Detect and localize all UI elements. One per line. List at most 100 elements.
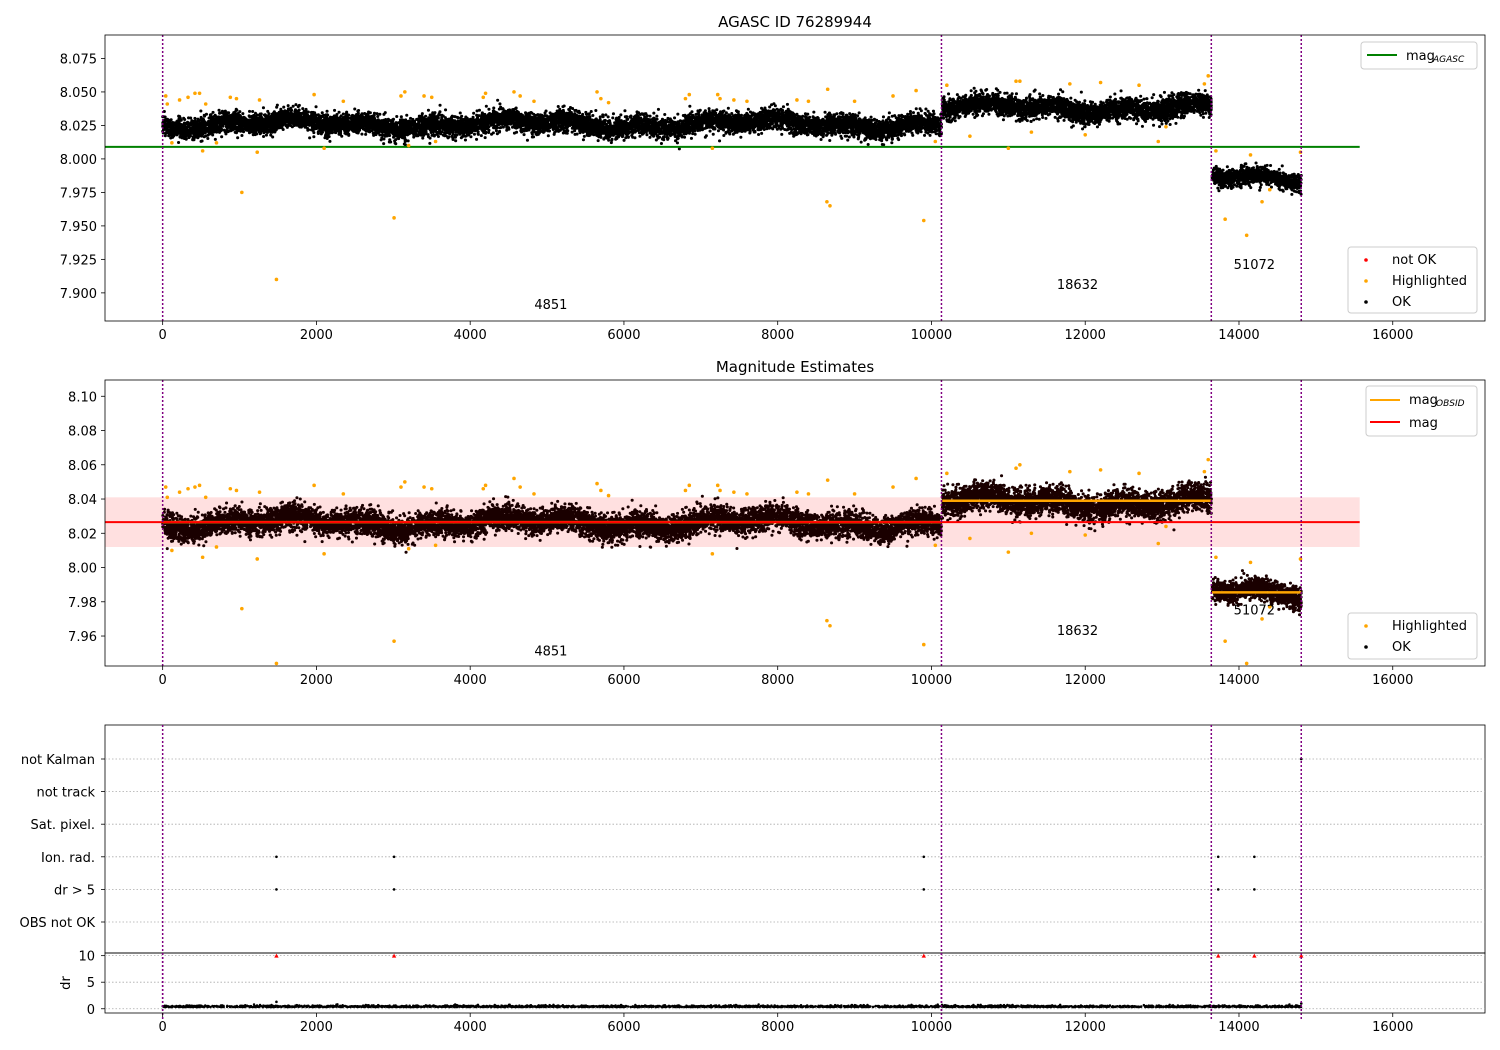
y-tick-label: 7.950	[60, 220, 97, 235]
ok-points-segment	[161, 98, 943, 151]
flag-row-label: OBS not OK	[20, 916, 96, 931]
highlighted-point	[403, 90, 407, 94]
y-tick-label: 8.00	[68, 562, 97, 577]
highlighted-point	[429, 486, 434, 491]
x-tick-label: 2000	[300, 328, 333, 343]
highlighted-point	[1214, 555, 1218, 560]
highlighted-point	[1006, 550, 1011, 554]
dr-clipped-marker	[921, 953, 926, 958]
x-tick-label: 14000	[1218, 1020, 1259, 1035]
highlighted-point	[921, 218, 926, 223]
flag-marker	[1216, 855, 1220, 859]
highlighted-point	[257, 98, 262, 102]
dr-clipped-marker	[1299, 953, 1304, 958]
flag-row-label: Sat. pixel.	[31, 818, 95, 833]
chart2-legend-lower: Highlighted OK	[1347, 612, 1478, 660]
highlighted-point	[1018, 462, 1022, 467]
highlighted-point	[732, 490, 736, 494]
highlighted-point	[732, 98, 736, 102]
chart2-legend-upper: mag OBSID mag	[1365, 385, 1478, 437]
x-tick-label: 2000	[300, 1020, 333, 1035]
flag-marker	[1253, 855, 1256, 859]
y-tick-label: 7.975	[60, 186, 97, 201]
highlighted-point	[234, 488, 239, 493]
highlighted-point	[595, 481, 599, 486]
x-tick-label: 4000	[454, 328, 487, 343]
dr-axes-frame	[104, 952, 1486, 1014]
highlighted-point	[163, 485, 168, 489]
flag-row-label: not track	[36, 786, 95, 801]
highlighted-point	[1164, 124, 1168, 129]
flag-marker	[1216, 888, 1220, 891]
highlighted-point	[933, 139, 938, 144]
highlighted-point	[1083, 132, 1088, 137]
legend-mag-agasc-subscript: AGASC	[1432, 55, 1465, 65]
flag-row-label: Ion. rad.	[41, 851, 95, 866]
y-tick-label: 8.000	[60, 153, 97, 168]
dr-points	[161, 1003, 1303, 1009]
obsid-label: 18632	[1057, 624, 1098, 639]
axes-frame	[104, 379, 1486, 667]
highlighted-point	[403, 480, 407, 484]
highlighted-point	[163, 94, 168, 98]
highlighted-point	[406, 546, 411, 551]
highlighted-point	[595, 90, 599, 94]
highlighted-point	[710, 146, 715, 150]
highlighted-point	[599, 488, 603, 493]
highlighted-point	[683, 488, 688, 493]
legend-mag-obsid-subscript: OBSID	[1436, 399, 1465, 409]
dr-clipped-marker	[274, 953, 279, 958]
highlighted-point	[234, 96, 239, 101]
x-tick-label: 6000	[607, 673, 640, 688]
highlighted-point	[806, 99, 811, 104]
legend2-highlighted-marker	[1364, 624, 1368, 628]
highlighted-point	[186, 95, 190, 100]
highlighted-point	[921, 642, 926, 647]
highlighted-point	[1244, 661, 1249, 666]
highlighted-point	[606, 493, 611, 498]
highlighted-point	[914, 88, 918, 93]
highlighted-point	[399, 94, 403, 98]
legend-ok-label: OK	[1392, 295, 1411, 310]
highlighted-point	[228, 486, 233, 491]
highlighted-point	[1018, 79, 1022, 84]
highlighted-point	[933, 543, 938, 548]
highlighted-point	[1137, 83, 1141, 88]
x-tick-label: 0	[159, 673, 167, 688]
x-tick-label: 8000	[761, 328, 794, 343]
x-tick-label: 6000	[607, 328, 640, 343]
dr-tick-label: 0	[87, 1003, 95, 1018]
highlighted-point	[745, 492, 749, 496]
highlighted-point	[429, 95, 434, 100]
highlighted-point	[852, 492, 857, 496]
highlighted-point	[795, 490, 799, 494]
highlighted-point	[1068, 469, 1072, 474]
highlighted-point	[518, 94, 522, 98]
y-tick-label: 8.10	[68, 390, 97, 405]
highlighted-point	[1223, 639, 1227, 643]
highlighted-point	[1244, 233, 1249, 238]
x-tick-label: 14000	[1218, 673, 1259, 688]
y-tick-label: 8.050	[60, 86, 97, 101]
x-tick-label: 12000	[1065, 1020, 1106, 1035]
highlighted-point	[825, 87, 830, 92]
highlighted-point	[945, 83, 949, 88]
highlighted-point	[745, 99, 749, 104]
chart2-title: Magnitude Estimates	[716, 358, 874, 376]
highlighted-point	[322, 146, 326, 150]
highlighted-point	[228, 95, 233, 100]
highlighted-point	[177, 98, 182, 102]
dr-clipped-marker	[391, 953, 397, 958]
highlighted-point	[1014, 79, 1018, 84]
highlighted-point	[825, 199, 829, 204]
legend-highlighted-marker	[1364, 279, 1368, 283]
y-tick-label: 8.06	[68, 459, 97, 474]
highlighted-point	[687, 483, 692, 488]
chart1-title: AGASC ID 76289944	[718, 13, 872, 31]
legend2-ok-label: OK	[1392, 640, 1411, 655]
y-tick-label: 8.04	[68, 493, 97, 508]
highlighted-point	[177, 490, 182, 494]
highlighted-point	[1248, 560, 1253, 565]
highlighted-point	[240, 606, 244, 611]
dr-tick-label: 5	[87, 976, 95, 991]
